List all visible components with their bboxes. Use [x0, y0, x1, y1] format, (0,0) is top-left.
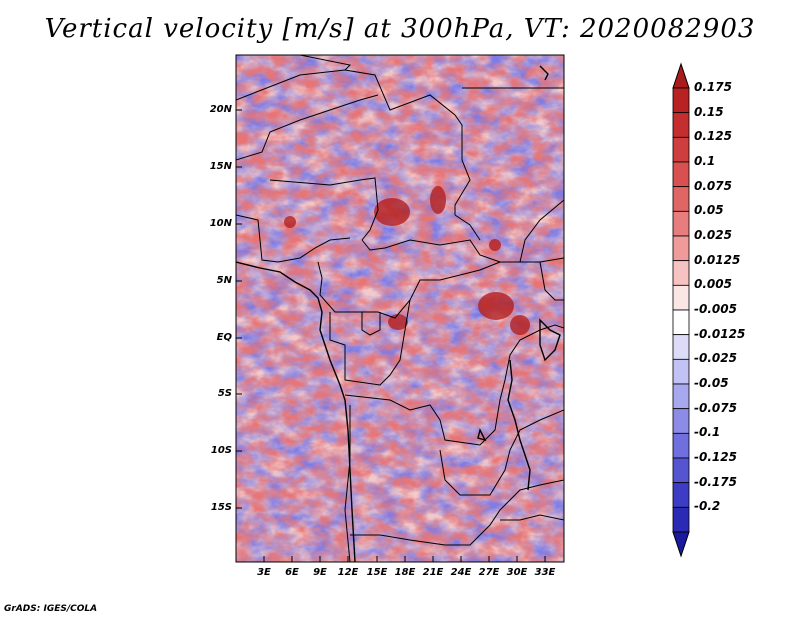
- country-borders: [236, 55, 564, 562]
- colorbar-box: [672, 112, 690, 138]
- colorbar-tick-label: -0.05: [694, 376, 729, 390]
- colorbar-tick-label: 0.005: [694, 277, 732, 292]
- colorbar-tick-label: 0.075: [694, 178, 732, 193]
- colorbar-box: [672, 284, 690, 311]
- credit-label: GrADS: IGES/COLA: [4, 604, 98, 614]
- colorbar-box: [672, 136, 690, 163]
- lon-label: 9E: [313, 567, 327, 578]
- lon-label: 30E: [506, 567, 528, 578]
- lat-label: 15S: [210, 502, 232, 513]
- lon-label: 6E: [285, 567, 299, 578]
- colorbar-box: [672, 334, 690, 360]
- map-frame: [235, 54, 565, 563]
- colorbar-box: [672, 408, 690, 434]
- colorbar-box: [672, 235, 690, 262]
- colorbar-tick-label: -0.125: [694, 450, 737, 464]
- colorbar-box: [672, 383, 690, 410]
- colorbar-box: [672, 457, 690, 484]
- colorbar-bottom-arrow: [672, 531, 690, 558]
- colorbar-tick-label: 0.1: [694, 154, 716, 168]
- colorbar-tick-label: 0.05: [694, 203, 724, 218]
- lon-label: 21E: [422, 567, 444, 578]
- lon-label: 33E: [534, 567, 556, 578]
- coastline: [236, 65, 561, 562]
- colorbar-box: [672, 432, 690, 459]
- colorbar-top-arrow: [672, 62, 690, 89]
- colorbar-box: [672, 186, 690, 212]
- lon-label: 3E: [257, 567, 271, 578]
- lat-label: 20N: [209, 104, 232, 115]
- lon-label: 12E: [337, 567, 359, 578]
- chart-title: Vertical velocity [m/s] at 300hPa, VT: 2…: [44, 14, 756, 44]
- lat-label: 10N: [209, 218, 232, 229]
- lat-label: EQ: [216, 332, 232, 343]
- colorbar-tick-label: -0.0125: [694, 326, 746, 341]
- lon-label: 18E: [394, 567, 416, 578]
- colorbar-box: [672, 358, 690, 385]
- lon-label: 24E: [450, 567, 472, 578]
- colorbar-tick-label: -0.025: [694, 351, 737, 366]
- colorbar: [672, 62, 690, 558]
- colorbar-box: [672, 260, 690, 286]
- lat-label: 10S: [210, 445, 232, 456]
- lat-label: 5N: [216, 275, 232, 286]
- colorbar-tick-label: -0.175: [694, 474, 737, 489]
- colorbar-tick-label: -0.1: [694, 425, 721, 440]
- lon-label: 15E: [366, 567, 388, 578]
- velocity-field: [236, 55, 564, 562]
- colorbar-box: [672, 87, 690, 114]
- colorbar-box: [672, 210, 690, 237]
- lat-label: 15N: [209, 161, 232, 172]
- colorbar-box: [672, 161, 690, 188]
- lat-label: 5S: [217, 388, 232, 399]
- colorbar-tick-label: -0.005: [694, 302, 737, 316]
- colorbar-tick-label: 0.025: [694, 228, 732, 242]
- colorbar-tick-label: 0.175: [694, 80, 732, 94]
- colorbar-tick-label: 0.0125: [694, 252, 741, 267]
- colorbar-tick-label: 0.15: [694, 104, 724, 119]
- colorbar-tick-label: -0.075: [694, 400, 737, 415]
- colorbar-tick-label: 0.125: [694, 129, 732, 144]
- lon-label: 27E: [478, 567, 500, 578]
- axis-ticks: [236, 109, 546, 562]
- colorbar-box: [672, 506, 690, 533]
- colorbar-box: [672, 482, 690, 508]
- colorbar-tick-label: -0.2: [694, 499, 721, 514]
- colorbar-box: [672, 309, 690, 336]
